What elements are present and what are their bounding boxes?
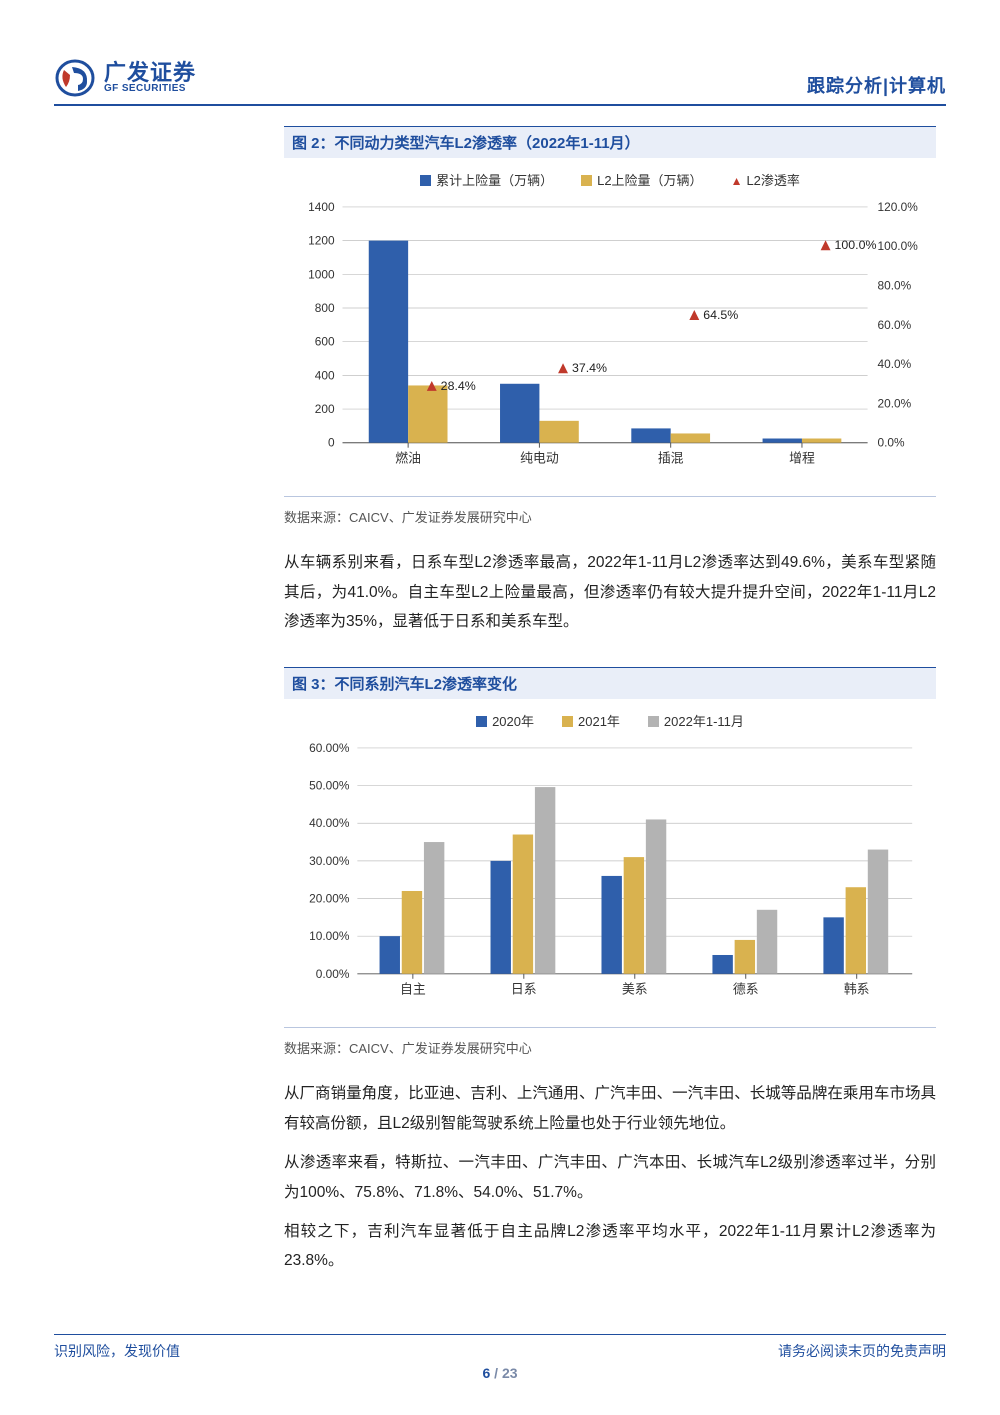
svg-text:插混: 插混 (658, 451, 684, 466)
svg-text:德系: 德系 (733, 981, 759, 996)
svg-text:64.5%: 64.5% (703, 308, 738, 322)
svg-text:30.00%: 30.00% (309, 854, 350, 868)
svg-text:20.00%: 20.00% (309, 891, 350, 905)
footer-left-text: 识别风险，发现价值 (54, 1341, 180, 1361)
svg-text:120.0%: 120.0% (877, 200, 918, 214)
figure-3-legend: 2020年2021年2022年1-11月 (288, 711, 932, 730)
document-type: 跟踪分析|计算机 (807, 72, 946, 98)
svg-text:100.0%: 100.0% (835, 238, 877, 252)
logo: 广发证券 GF SECURITIES (54, 58, 196, 98)
svg-text:纯电动: 纯电动 (520, 451, 559, 466)
svg-text:800: 800 (315, 301, 335, 315)
svg-text:400: 400 (315, 368, 335, 382)
svg-text:1400: 1400 (308, 200, 335, 214)
body-paragraph-3: 从渗透率来看，特斯拉、一汽丰田、广汽丰田、广汽本田、长城汽车L2级别渗透率过半，… (284, 1148, 936, 1207)
figure-3-chart: 2020年2021年2022年1-11月 0.00% 10.00% 20.00% 30… (284, 705, 936, 1010)
svg-text:60.0%: 60.0% (877, 318, 911, 332)
svg-text:自主: 自主 (400, 981, 426, 996)
svg-text:60.00%: 60.00% (309, 741, 350, 755)
svg-text:韩系: 韩系 (844, 981, 870, 996)
svg-text:200: 200 (315, 402, 335, 416)
figure-2-source: 数据来源：CAICV、广发证券发展研究中心 (284, 496, 936, 526)
svg-text:0.0%: 0.0% (877, 436, 905, 450)
company-logo-icon (54, 58, 96, 98)
svg-text:100.0%: 100.0% (877, 239, 918, 253)
figure-3-title: 图 3：不同系别汽车L2渗透率变化 (284, 667, 936, 699)
page-header: 广发证券 GF SECURITIES 跟踪分析|计算机 (54, 58, 946, 106)
svg-text:1200: 1200 (308, 234, 335, 248)
figure-2-svg: 0 200 400 600 800 1000 1200 1400 0.0% 20.0% 40.0% 6… (288, 199, 932, 476)
svg-text:80.0%: 80.0% (877, 278, 911, 292)
svg-text:增程: 增程 (789, 451, 815, 466)
svg-text:0: 0 (328, 436, 335, 450)
figure-2-chart: 累计上险量（万辆）L2上险量（万辆）▲L2渗透率 0 200 400 600 800 10… (284, 164, 936, 478)
svg-text:1000: 1000 (308, 267, 335, 281)
figure-3-source: 数据来源：CAICV、广发证券发展研究中心 (284, 1027, 936, 1057)
svg-text:28.4%: 28.4% (441, 379, 476, 393)
page-footer: 识别风险，发现价值 请务必阅读末页的免责声明 6 / 23 (0, 1334, 1000, 1381)
body-paragraph-2: 从厂商销量角度，比亚迪、吉利、上汽通用、广汽丰田、一汽丰田、长城等品牌在乘用车市… (284, 1079, 936, 1138)
svg-text:日系: 日系 (511, 981, 537, 996)
svg-text:燃油: 燃油 (395, 451, 421, 466)
figure-3-svg: 0.00% 10.00% 20.00% 30.00% 40.00% 50.00% 60.00… (288, 740, 932, 1008)
svg-text:50.00%: 50.00% (309, 778, 350, 792)
logo-text-cn: 广发证券 (104, 61, 196, 84)
svg-text:20.0%: 20.0% (877, 396, 911, 410)
figure-2-legend: 累计上险量（万辆）L2上险量（万辆）▲L2渗透率 (288, 170, 932, 189)
svg-text:40.00%: 40.00% (309, 816, 350, 830)
svg-text:40.0%: 40.0% (877, 357, 911, 371)
body-paragraph-4: 相较之下，吉利汽车显著低于自主品牌L2渗透率平均水平，2022年1-11月累计L… (284, 1217, 936, 1276)
footer-right-text: 请务必阅读末页的免责声明 (778, 1341, 946, 1361)
body-paragraph-1: 从车辆系别来看，日系车型L2渗透率最高，2022年1-11月L2渗透率达到49.… (284, 548, 936, 636)
logo-text-en: GF SECURITIES (104, 84, 196, 95)
svg-text:37.4%: 37.4% (572, 361, 607, 375)
svg-text:10.00%: 10.00% (309, 929, 350, 943)
figure-2-title: 图 2：不同动力类型汽车L2渗透率（2022年1-11月） (284, 126, 936, 158)
svg-text:美系: 美系 (622, 981, 648, 996)
page-number: 6 / 23 (54, 1365, 946, 1381)
svg-text:0.00%: 0.00% (316, 966, 350, 980)
svg-text:600: 600 (315, 335, 335, 349)
